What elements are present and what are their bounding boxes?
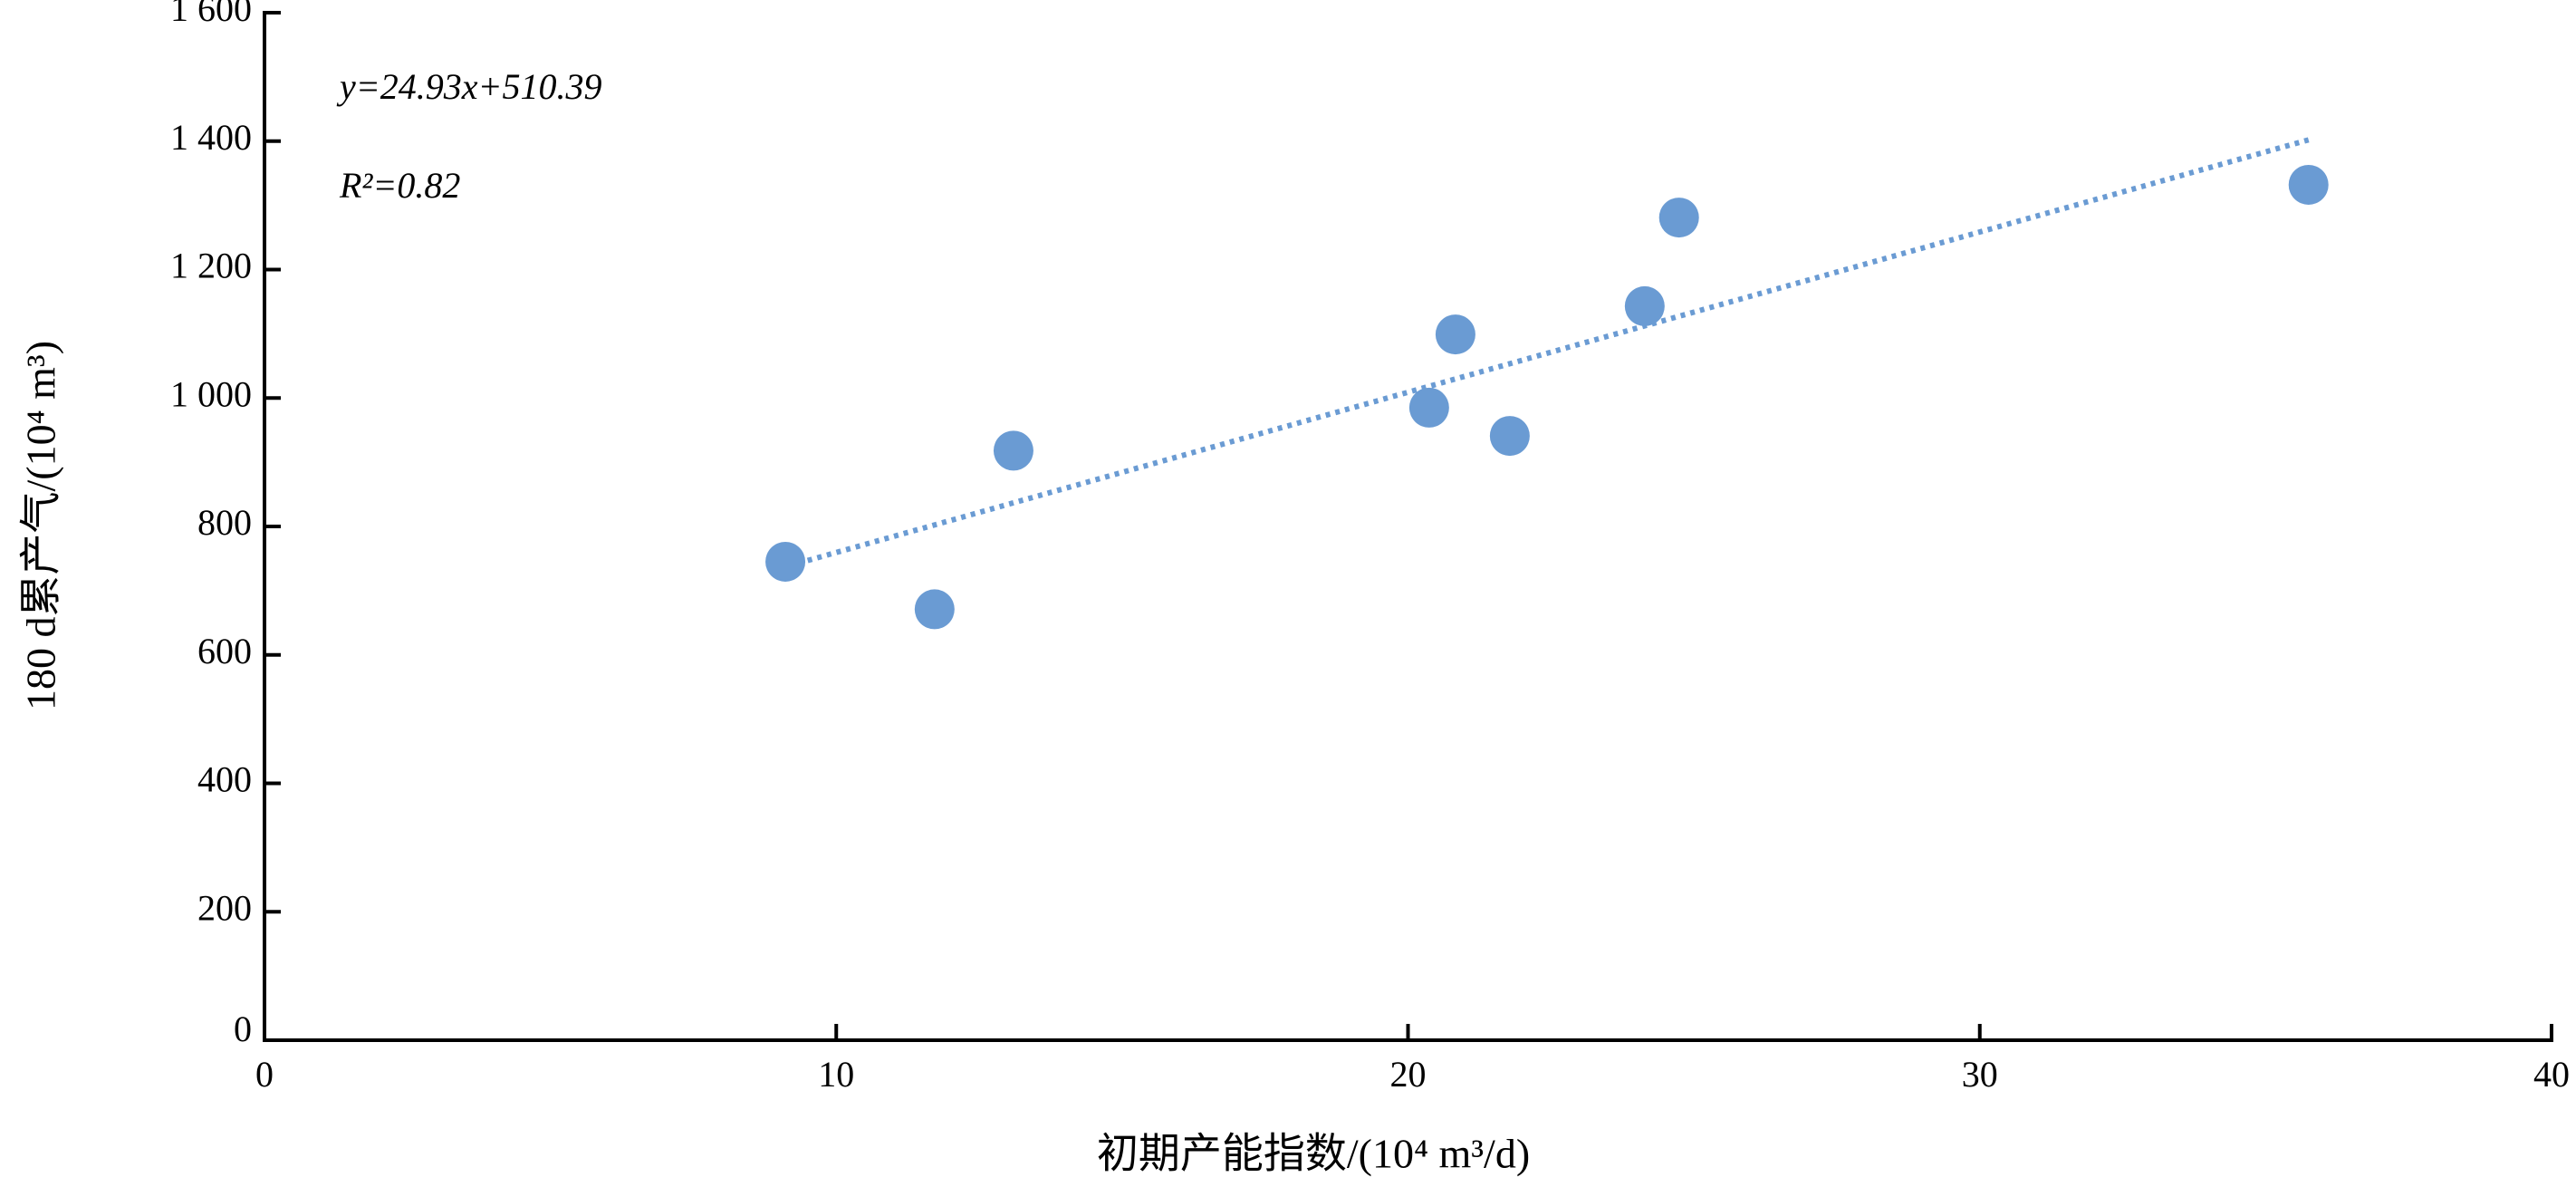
x-tick-label: 30 (1962, 1054, 1998, 1095)
trendline (806, 137, 2310, 564)
x-tick-label: 40 (2533, 1054, 2570, 1095)
point (1408, 387, 1449, 428)
x-tick-label: 10 (818, 1054, 854, 1095)
y-tick-label: 600 (197, 631, 252, 671)
x-axis-label: 初期产能指数/(10⁴ m³/d) (1097, 1131, 1530, 1177)
point (993, 430, 1033, 471)
x-tick-label: 0 (255, 1054, 274, 1095)
y-tick-label: 1 400 (170, 117, 252, 158)
point (765, 541, 806, 582)
r-squared: R²=0.82 (339, 165, 460, 206)
point (1658, 198, 1699, 238)
point (2288, 164, 2329, 205)
point (914, 589, 955, 630)
point (1489, 416, 1530, 457)
y-tick-label: 400 (197, 759, 252, 800)
y-tick-label: 1 600 (170, 0, 252, 29)
y-tick-label: 200 (197, 887, 252, 928)
y-tick-label: 1 000 (170, 373, 252, 414)
point (1624, 285, 1665, 326)
y-tick-label: 0 (234, 1008, 252, 1049)
y-axis-label: 180 d累产气/(10⁴ m³) (18, 341, 64, 710)
y-tick-label: 1 200 (170, 246, 252, 286)
y-tick-label: 800 (197, 502, 252, 543)
point (1435, 314, 1475, 355)
x-tick-label: 20 (1390, 1054, 1427, 1095)
equation: y=24.93x+510.39 (336, 66, 602, 107)
